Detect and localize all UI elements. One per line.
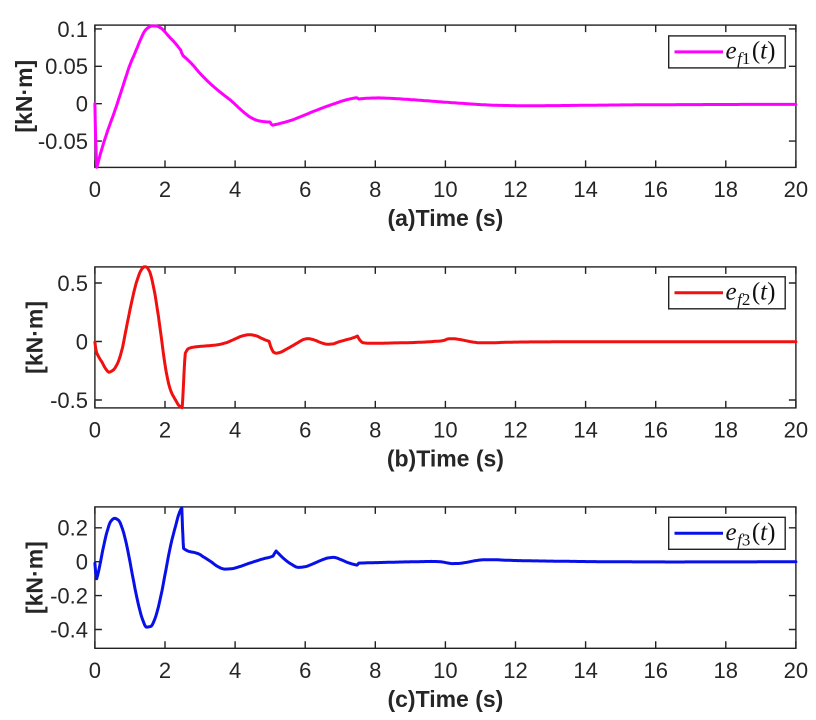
svg-text:ef3(t): ef3(t) [726,519,776,550]
svg-text:18: 18 [714,658,738,683]
svg-text:12: 12 [503,418,527,443]
svg-text:[kN·m]: [kN·m] [22,301,48,374]
svg-text:8: 8 [369,177,381,202]
svg-text:4: 4 [229,177,241,202]
svg-text:12: 12 [503,177,527,202]
svg-text:-0.5: -0.5 [50,388,88,413]
svg-text:14: 14 [573,658,597,683]
svg-text:8: 8 [369,418,381,443]
svg-text:0: 0 [76,92,88,117]
svg-text:-0.4: -0.4 [50,617,88,642]
svg-text:6: 6 [299,418,311,443]
svg-text:0.1: 0.1 [57,17,88,42]
svg-text:20: 20 [784,177,808,202]
svg-text:14: 14 [573,418,597,443]
svg-text:(c)Time (s): (c)Time (s) [387,686,503,712]
svg-text:(b)Time (s): (b)Time (s) [387,446,504,472]
svg-text:16: 16 [643,177,667,202]
svg-text:6: 6 [299,177,311,202]
svg-text:0: 0 [76,329,88,354]
svg-text:-0.2: -0.2 [50,584,88,609]
svg-text:[kN·m]: [kN·m] [22,541,48,614]
svg-text:2: 2 [159,418,171,443]
svg-text:20: 20 [784,658,808,683]
svg-text:2: 2 [159,177,171,202]
svg-text:18: 18 [714,418,738,443]
svg-text:16: 16 [643,658,667,683]
svg-text:18: 18 [714,177,738,202]
svg-text:0.2: 0.2 [57,516,88,541]
svg-text:6: 6 [299,658,311,683]
svg-text:0.05: 0.05 [45,54,88,79]
svg-text:0: 0 [89,177,101,202]
svg-text:ef1(t): ef1(t) [726,37,776,68]
svg-text:10: 10 [433,418,457,443]
svg-text:20: 20 [784,418,808,443]
svg-text:10: 10 [433,177,457,202]
svg-text:ef2(t): ef2(t) [726,278,776,309]
svg-text:(a)Time (s): (a)Time (s) [387,205,503,231]
svg-text:-0.05: -0.05 [38,129,88,154]
svg-text:0: 0 [89,658,101,683]
svg-text:[kN·m]: [kN·m] [11,60,37,133]
svg-text:8: 8 [369,658,381,683]
svg-text:4: 4 [229,658,241,683]
svg-text:0: 0 [76,550,88,575]
svg-text:4: 4 [229,418,241,443]
svg-text:14: 14 [573,177,597,202]
svg-text:16: 16 [643,418,667,443]
svg-text:0.5: 0.5 [57,271,88,296]
svg-text:10: 10 [433,658,457,683]
svg-text:12: 12 [503,658,527,683]
svg-text:0: 0 [89,418,101,443]
svg-text:2: 2 [159,658,171,683]
